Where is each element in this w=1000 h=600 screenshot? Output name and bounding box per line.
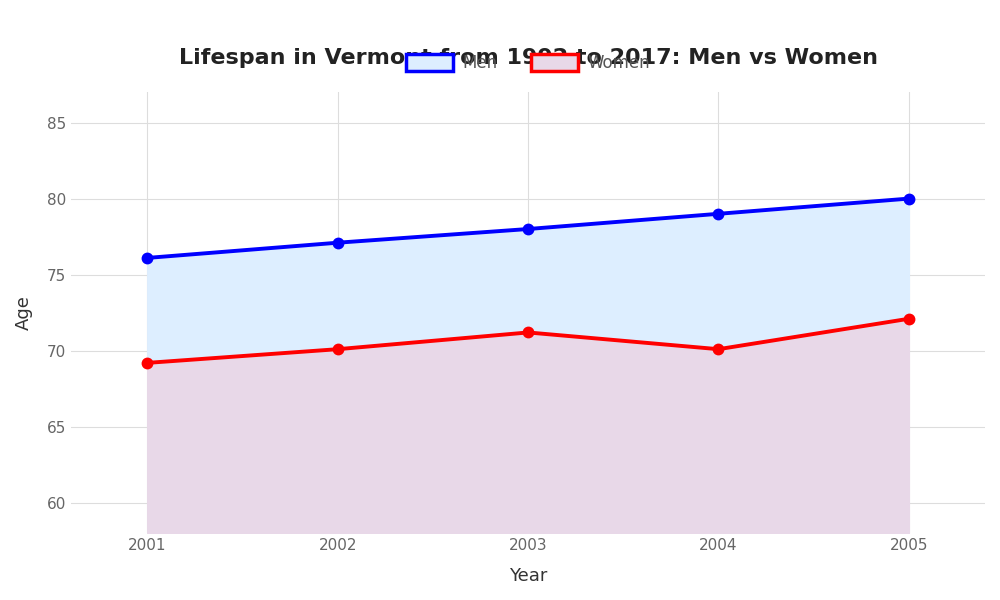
Y-axis label: Age: Age xyxy=(15,295,33,330)
Title: Lifespan in Vermont from 1992 to 2017: Men vs Women: Lifespan in Vermont from 1992 to 2017: M… xyxy=(179,49,878,68)
X-axis label: Year: Year xyxy=(509,567,547,585)
Legend: Men, Women: Men, Women xyxy=(399,47,657,79)
